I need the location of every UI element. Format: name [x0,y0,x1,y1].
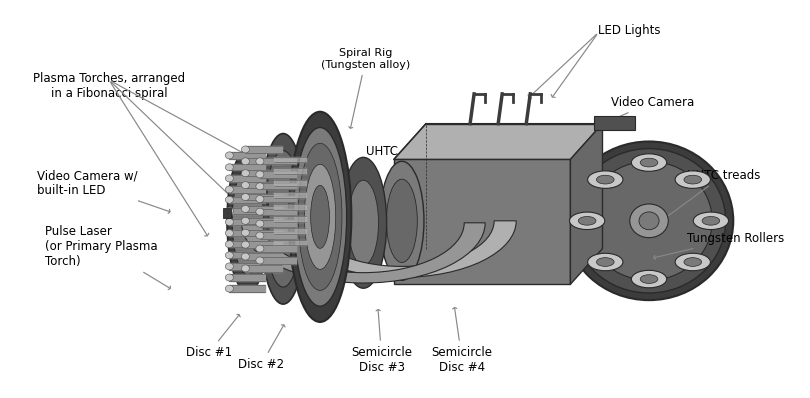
Ellipse shape [225,152,233,159]
Ellipse shape [227,149,269,292]
Ellipse shape [225,285,233,292]
Ellipse shape [241,229,249,236]
Text: UHTC treads: UHTC treads [661,169,760,222]
Ellipse shape [265,150,302,287]
Ellipse shape [225,230,233,236]
Ellipse shape [225,175,233,182]
Ellipse shape [241,193,249,201]
Ellipse shape [288,112,352,322]
Text: Disc #1: Disc #1 [186,314,241,359]
Ellipse shape [256,220,264,227]
Circle shape [631,154,667,171]
Ellipse shape [225,164,233,171]
Text: Tungsten Rollers: Tungsten Rollers [654,232,784,259]
Ellipse shape [241,253,249,260]
Ellipse shape [586,161,712,280]
Ellipse shape [311,185,330,248]
Ellipse shape [298,143,342,291]
Wedge shape [288,221,516,277]
Ellipse shape [241,265,249,272]
Ellipse shape [256,195,264,203]
Circle shape [578,217,596,225]
Circle shape [640,158,658,167]
Ellipse shape [241,146,249,153]
Ellipse shape [348,180,378,265]
Ellipse shape [386,179,417,262]
Ellipse shape [256,232,264,239]
Ellipse shape [380,161,424,280]
Ellipse shape [232,167,263,274]
Circle shape [702,217,720,225]
Text: Pulse Laser
(or Primary Plasma
Torch): Pulse Laser (or Primary Plasma Torch) [45,225,170,290]
Ellipse shape [256,171,264,178]
Ellipse shape [565,142,733,300]
Polygon shape [394,159,570,284]
Ellipse shape [260,134,306,304]
Ellipse shape [639,212,659,230]
Text: Video Camera: Video Camera [569,96,693,140]
Circle shape [569,212,605,230]
Text: UHTC enclosure: UHTC enclosure [366,145,458,191]
Ellipse shape [629,204,668,238]
Ellipse shape [225,186,233,193]
Ellipse shape [256,183,264,190]
Circle shape [587,253,623,271]
Circle shape [675,171,710,188]
Ellipse shape [241,205,249,213]
Text: Disc #2: Disc #2 [238,325,285,371]
Circle shape [684,175,701,184]
Wedge shape [241,223,485,283]
Polygon shape [394,124,603,159]
Ellipse shape [225,207,233,215]
Circle shape [684,258,701,266]
Ellipse shape [225,274,233,281]
Circle shape [631,270,667,288]
Polygon shape [570,124,603,284]
Ellipse shape [225,196,233,203]
Text: Video Camera w/
built-in LED: Video Camera w/ built-in LED [36,169,170,213]
Circle shape [596,258,614,266]
Text: Semicircle
Disc #3: Semicircle Disc #3 [352,310,412,374]
Polygon shape [595,116,634,130]
Ellipse shape [256,158,264,165]
Ellipse shape [225,252,233,259]
Ellipse shape [305,164,335,269]
Ellipse shape [225,219,233,226]
Ellipse shape [225,241,233,248]
Ellipse shape [256,245,264,252]
Ellipse shape [293,127,347,306]
Ellipse shape [241,181,249,189]
Text: Plasma Torches, arranged
in a Fibonacci spiral: Plasma Torches, arranged in a Fibonacci … [33,72,185,100]
Circle shape [640,275,658,283]
Ellipse shape [573,148,726,293]
Ellipse shape [241,217,249,224]
Circle shape [596,175,614,184]
Circle shape [587,171,623,188]
Circle shape [693,212,728,230]
Ellipse shape [225,263,233,270]
Ellipse shape [241,241,249,248]
Ellipse shape [340,157,386,288]
Ellipse shape [256,208,264,215]
Ellipse shape [241,158,249,165]
Text: Spiral Rig
(Tungsten alloy): Spiral Rig (Tungsten alloy) [321,48,411,128]
Text: LED Lights: LED Lights [599,25,661,37]
Ellipse shape [241,170,249,177]
Text: Semicircle
Disc #4: Semicircle Disc #4 [432,308,492,374]
Polygon shape [223,208,231,218]
Circle shape [675,253,710,271]
Ellipse shape [256,257,264,264]
